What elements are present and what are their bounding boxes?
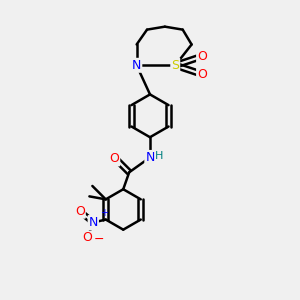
Text: O: O [197, 68, 207, 81]
Text: N: N [132, 59, 141, 72]
Text: O: O [82, 232, 92, 244]
Text: N: N [88, 216, 98, 229]
Text: +: + [100, 208, 108, 218]
Text: O: O [197, 50, 207, 63]
Text: S: S [171, 59, 179, 72]
Text: O: O [75, 205, 85, 218]
Text: H: H [155, 151, 164, 161]
Text: N: N [145, 151, 155, 164]
Text: −: − [94, 232, 104, 245]
Text: O: O [110, 152, 119, 165]
